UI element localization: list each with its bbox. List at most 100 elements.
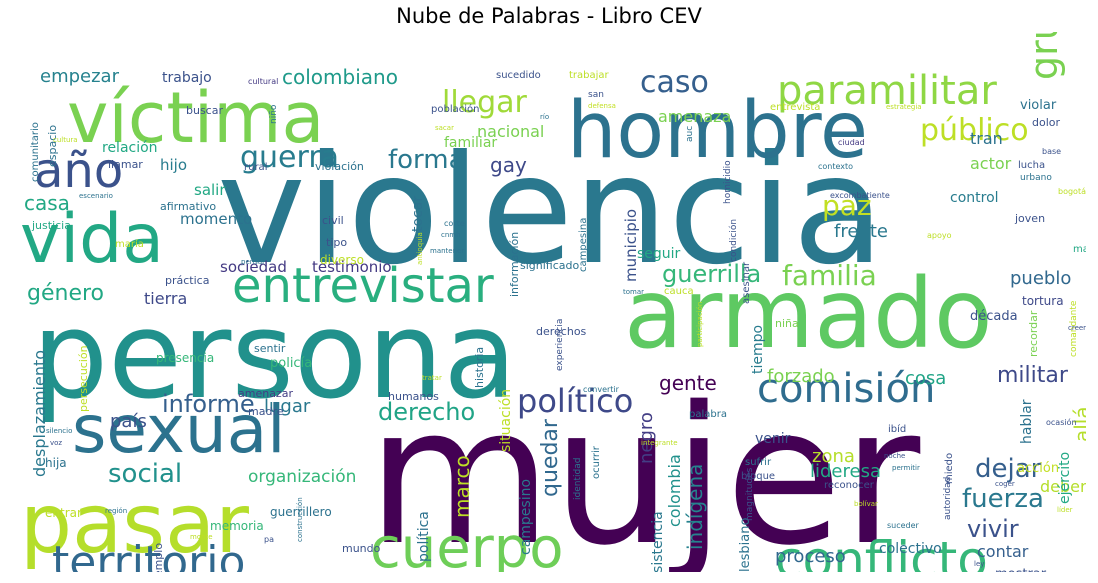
word-47: lideresa <box>810 461 881 482</box>
word-174: permitir <box>892 464 920 472</box>
word-129: río <box>540 113 549 121</box>
word-93: colectivo <box>879 541 942 557</box>
word-70: control <box>950 190 999 206</box>
word-125: niño <box>269 104 279 124</box>
word-148: información <box>508 232 521 297</box>
word-109: práctica <box>165 274 209 287</box>
word-9: cuerpo <box>370 516 564 572</box>
word-145: mamá <box>1073 243 1086 255</box>
word-180: bolívar <box>854 500 878 508</box>
word-20: guerra <box>240 140 339 175</box>
word-131: entrevista <box>770 102 820 113</box>
word-195: escenario <box>79 192 113 200</box>
word-15: año <box>34 143 123 199</box>
word-141: condición <box>728 219 739 262</box>
word-147: significado <box>520 259 579 272</box>
word-178: miedo <box>944 453 955 484</box>
word-66: salir <box>194 181 226 199</box>
word-107: sentir <box>254 342 286 355</box>
word-163: tomar <box>623 288 644 296</box>
word-167: palabra <box>689 409 727 420</box>
word-78: dolor <box>1032 116 1060 129</box>
word-54: negro <box>636 412 657 464</box>
word-121: comunitario <box>30 122 41 182</box>
word-151: antioquia <box>416 232 424 265</box>
word-37: casa <box>24 191 70 215</box>
word-43: gente <box>659 371 717 395</box>
word-136: urbano <box>1020 173 1052 183</box>
word-82: tortura <box>1022 294 1064 308</box>
word-140: excombatiente <box>830 191 890 200</box>
word-128: defensa <box>588 102 616 110</box>
word-21: público <box>920 113 1029 148</box>
word-158: cauca <box>664 286 694 297</box>
word-108: persecución <box>77 345 90 412</box>
word-188: construcción <box>296 497 304 542</box>
word-160: recordar <box>1027 310 1040 357</box>
word-56: zona <box>812 446 855 467</box>
word-44: cosa <box>905 368 946 389</box>
word-123: sucedido <box>496 70 541 81</box>
word-124: trabajar <box>569 70 610 81</box>
word-61: lugar <box>264 396 311 417</box>
word-5: víctima <box>67 77 324 159</box>
word-110: civil <box>322 214 344 227</box>
word-2: persona <box>32 287 517 426</box>
word-24: forma <box>388 145 465 175</box>
word-59: desplazamiento <box>30 350 49 477</box>
word-172: identidad <box>573 458 583 500</box>
word-74: relación <box>102 140 158 156</box>
word-155: tratar <box>422 374 442 382</box>
word-19: llegar <box>442 85 528 120</box>
word-166: ibíd <box>888 423 906 435</box>
word-132: estrategia <box>886 103 922 111</box>
word-165: ocasión <box>1046 417 1077 427</box>
word-193: voz <box>50 439 62 447</box>
word-45: forzado <box>767 366 835 387</box>
word-157: participación <box>696 302 704 347</box>
word-190: pa <box>264 535 274 544</box>
word-194: pensar <box>241 258 265 266</box>
word-11: territorio <box>52 537 245 572</box>
word-32: quedar <box>538 418 563 497</box>
word-17: político <box>517 382 633 420</box>
word-191: región <box>105 507 127 515</box>
word-18: caso <box>640 65 709 100</box>
word-23: guerrilla <box>662 260 761 288</box>
word-41: frente <box>834 221 888 242</box>
word-130: sacar <box>435 124 454 132</box>
word-69: tran <box>970 129 1003 148</box>
word-176: reconocer <box>824 480 875 491</box>
word-81: década <box>970 309 1018 324</box>
word-79: tiempo <box>750 325 766 374</box>
word-105: amenazar <box>238 387 293 400</box>
word-100: mundo <box>342 542 381 555</box>
word-87: ejército <box>1057 452 1073 504</box>
word-3: armado <box>624 258 993 370</box>
word-6: pasar <box>20 477 249 572</box>
word-39: nacional <box>477 122 544 141</box>
word-13: comisión <box>757 366 935 412</box>
word-12: entrevistar <box>232 258 494 314</box>
word-183: líder <box>1057 506 1073 514</box>
word-111: tipo <box>326 236 347 249</box>
word-1: violencia <box>217 124 884 298</box>
word-62: tierra <box>144 289 187 308</box>
word-68: actor <box>970 154 1012 173</box>
word-65: momento <box>180 210 252 228</box>
word-146: apoyo <box>927 231 952 240</box>
word-149: corte <box>444 219 465 228</box>
word-184: ley <box>974 560 984 568</box>
word-175: coger <box>995 480 1015 488</box>
word-14: paramilitar <box>777 68 997 114</box>
word-169: bloque <box>741 471 775 482</box>
word-89: campesino <box>518 479 534 555</box>
word-115: maría <box>115 238 144 250</box>
word-57: deber <box>1040 477 1086 496</box>
word-28: informe <box>162 390 255 418</box>
word-154: humanos <box>388 390 439 403</box>
word-48: contar <box>977 542 1029 561</box>
word-40: amenaza <box>658 107 731 126</box>
word-77: violar <box>1020 98 1057 113</box>
